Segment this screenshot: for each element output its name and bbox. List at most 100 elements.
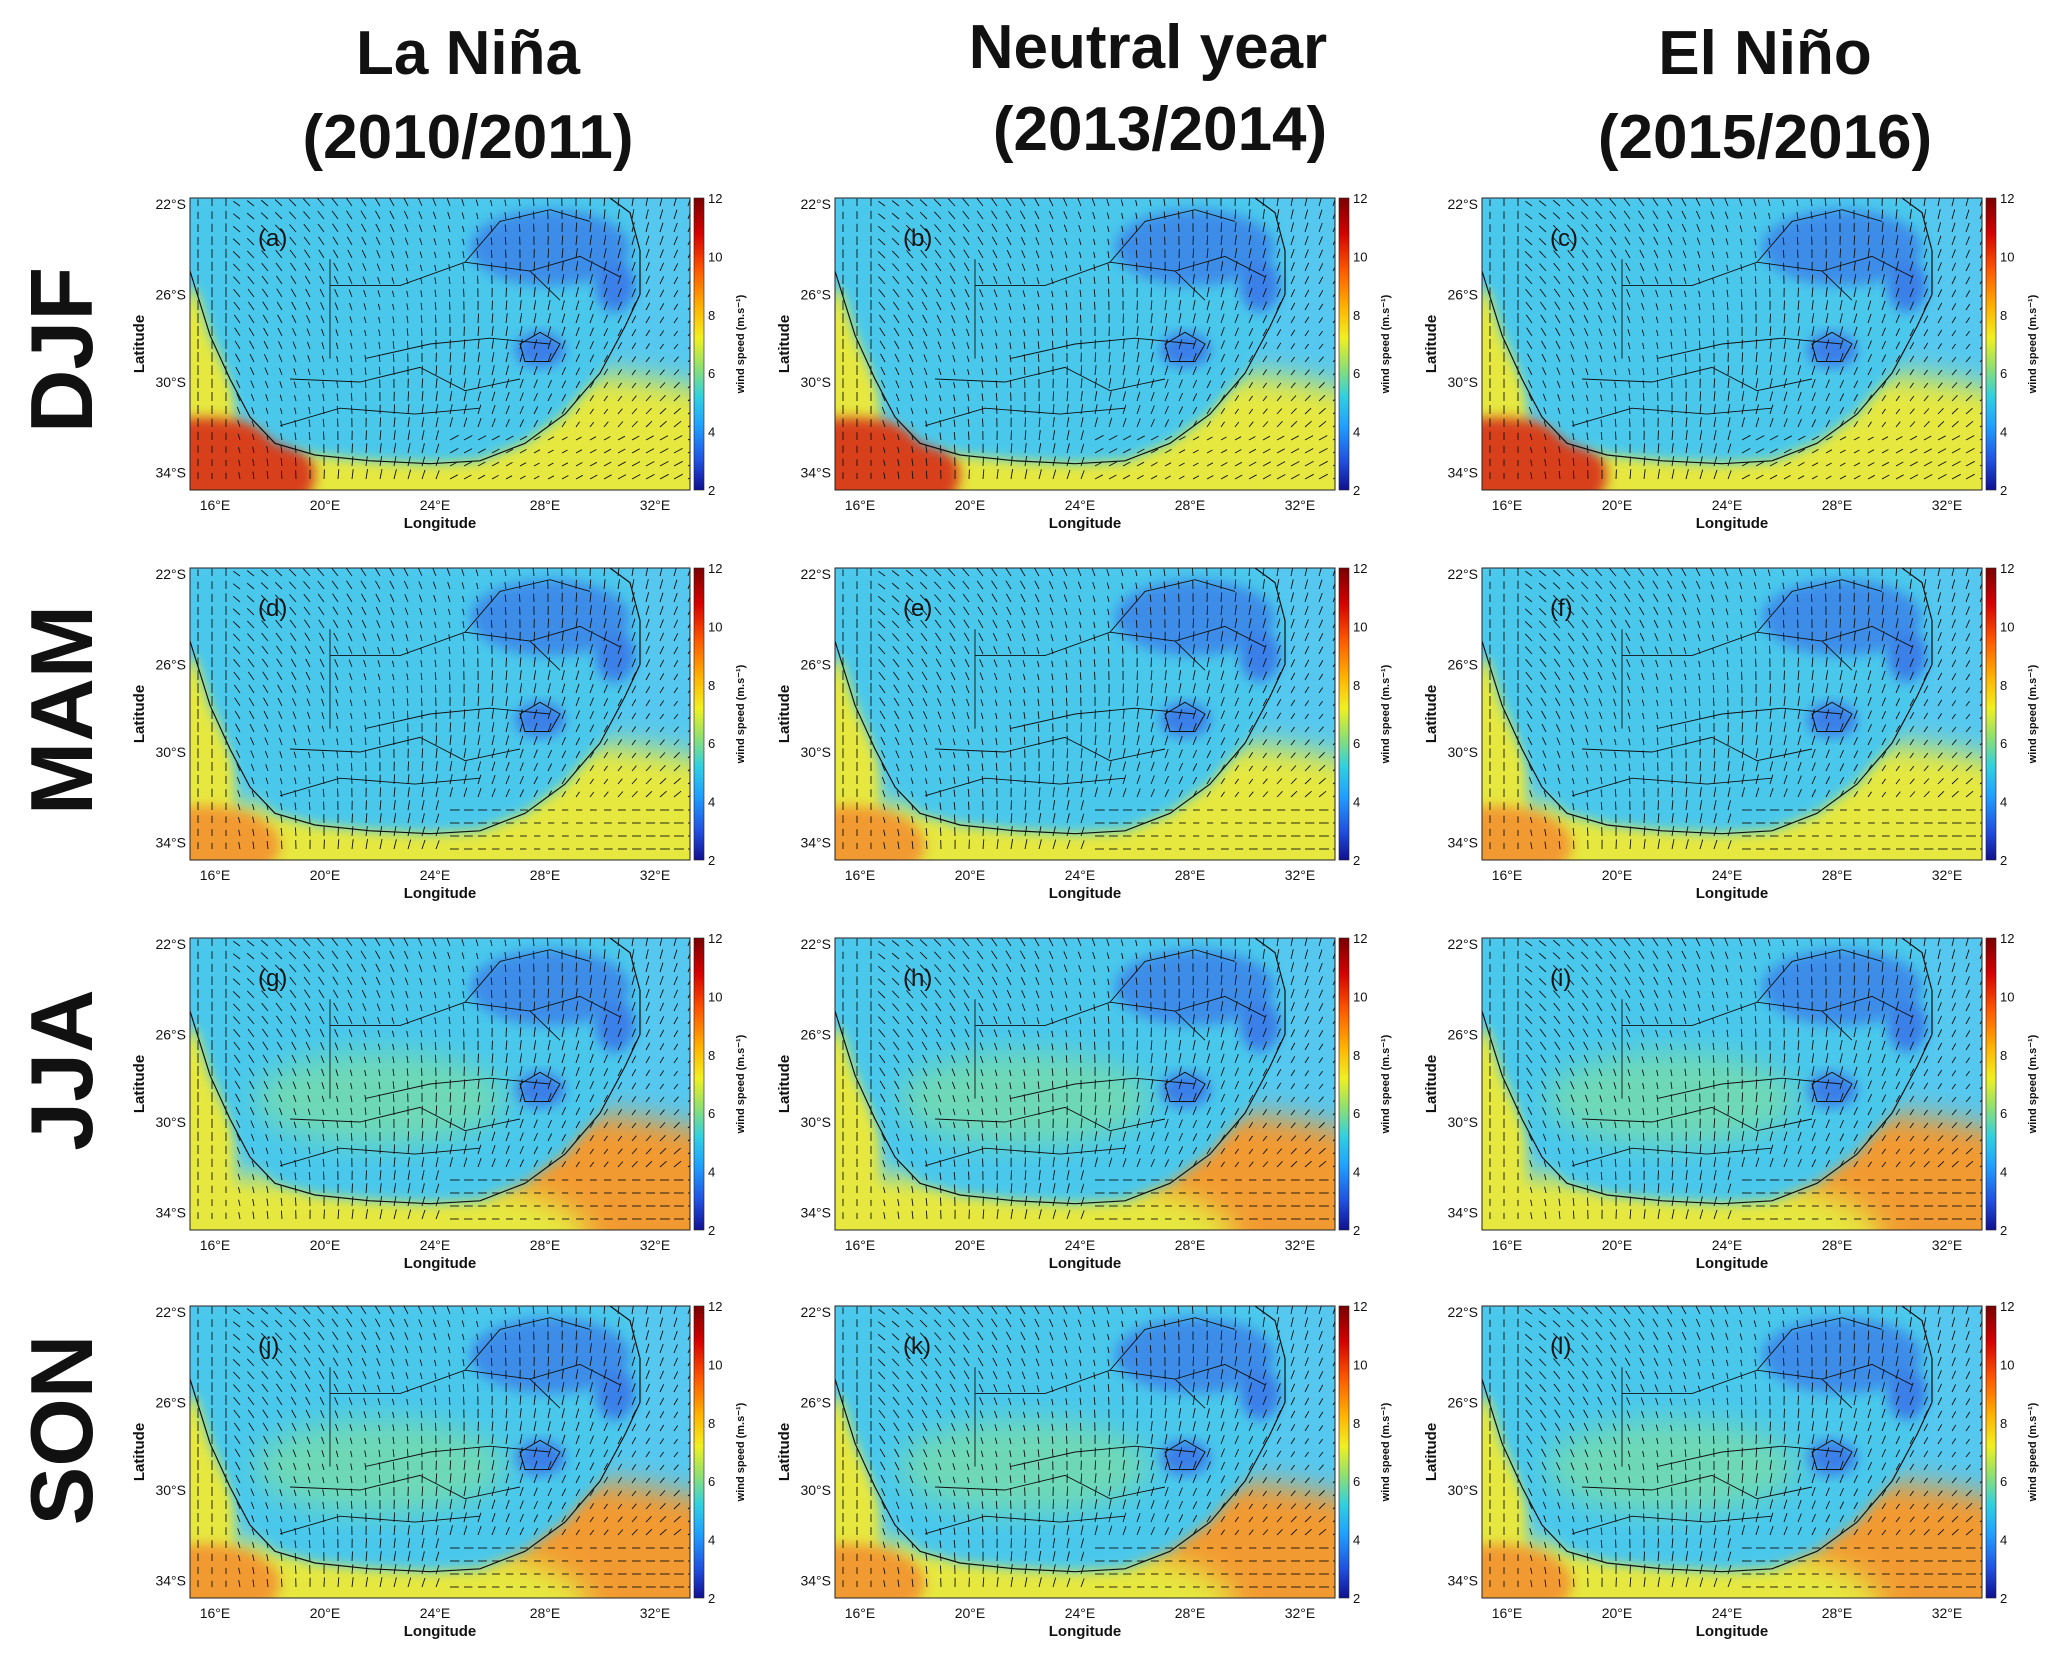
province-border xyxy=(934,1474,1166,1500)
southwest-jet xyxy=(835,1543,925,1598)
colorbar-tick: 12 xyxy=(708,561,722,576)
x-tick-label: 32°E xyxy=(640,1237,671,1253)
y-tick-label: 26°S xyxy=(155,1026,186,1042)
province-border xyxy=(289,366,521,392)
colorbar-tick: 8 xyxy=(1353,1416,1360,1431)
province-border xyxy=(1009,707,1196,730)
y-tick-label: 34°S xyxy=(155,1204,186,1220)
province-border xyxy=(924,407,1126,427)
province-border xyxy=(1656,1445,1843,1468)
colorbar-tick: 2 xyxy=(2000,483,2007,498)
y-tick-label: 34°S xyxy=(155,464,186,480)
province-border xyxy=(1174,1363,1266,1386)
province-border xyxy=(279,777,481,797)
colorbar-tick: 12 xyxy=(708,931,722,946)
southwest-jet xyxy=(1482,1543,1572,1598)
wind-vectors xyxy=(197,568,690,850)
y-axis-label: Latitude xyxy=(1423,1423,1440,1481)
lesotho-border xyxy=(1164,701,1206,732)
colorbar xyxy=(1338,567,1350,861)
colorbar-label: wind speed (m.s⁻¹) xyxy=(735,1402,747,1502)
y-tick-label: 30°S xyxy=(800,1482,831,1498)
row-labels: DJF MAM JJA SON xyxy=(12,267,111,1525)
colorbar-tick: 12 xyxy=(2000,191,2014,206)
x-axis-label: Longitude xyxy=(404,1623,476,1640)
province-border xyxy=(1821,625,1913,648)
province-border xyxy=(529,255,621,278)
province-border xyxy=(364,1077,551,1100)
x-tick-label: 24°E xyxy=(1712,1237,1743,1253)
low-wind-lesotho xyxy=(515,1072,565,1108)
y-tick-label: 30°S xyxy=(1447,744,1478,760)
province-border xyxy=(1656,337,1843,360)
colorbar-tick: 12 xyxy=(1353,561,1367,576)
province-border xyxy=(289,736,521,762)
province-border xyxy=(1821,995,1913,1018)
colorbar-tick: 12 xyxy=(1353,1299,1367,1314)
colorbar xyxy=(693,197,705,491)
map-panel: (f) 22°S 26°S 30°S 34°S Latitude 16°E 20°E 24°E 2… xyxy=(1423,561,2039,902)
y-tick-label: 26°S xyxy=(155,656,186,672)
colorbar-tick: 6 xyxy=(708,366,715,381)
colorbar-tick: 8 xyxy=(708,1048,715,1063)
colorbar-tick: 2 xyxy=(1353,1591,1360,1606)
coastline xyxy=(835,568,1286,835)
x-tick-label: 16°E xyxy=(845,1605,876,1621)
x-axis-label: Longitude xyxy=(1049,1623,1121,1640)
x-tick-label: 20°E xyxy=(310,497,341,513)
y-tick-label: 30°S xyxy=(155,744,186,760)
colorbar-tick: 6 xyxy=(2000,1474,2007,1489)
low-wind-east xyxy=(1887,259,1927,312)
colorbar-tick: 8 xyxy=(708,678,715,693)
province-border xyxy=(934,366,1166,392)
colorbar-tick: 6 xyxy=(2000,1106,2007,1121)
colorbar-tick: 10 xyxy=(708,619,722,634)
x-tick-label: 20°E xyxy=(310,1605,341,1621)
colorbar-tick: 8 xyxy=(2000,1416,2007,1431)
x-tick-label: 16°E xyxy=(1492,497,1523,513)
low-wind-east xyxy=(595,629,635,682)
y-tick-label: 34°S xyxy=(800,834,831,850)
low-wind-lesotho xyxy=(1160,1072,1210,1108)
province-border xyxy=(1174,625,1266,648)
y-tick-label: 30°S xyxy=(800,744,831,760)
colorbar-tick: 12 xyxy=(2000,1299,2014,1314)
panel-label: (j) xyxy=(258,1333,279,1360)
panel-label: (d) xyxy=(258,595,287,622)
low-wind-east xyxy=(1240,259,1280,312)
colorbar-tick: 4 xyxy=(2000,425,2007,440)
southwest-jet xyxy=(1482,805,1572,860)
province-border xyxy=(924,1515,1126,1535)
x-tick-label: 32°E xyxy=(1285,867,1316,883)
x-tick-label: 16°E xyxy=(200,1605,231,1621)
y-tick-label: 22°S xyxy=(800,936,831,952)
colorbar-tick: 8 xyxy=(2000,678,2007,693)
x-tick-label: 16°E xyxy=(200,497,231,513)
colorbar-tick: 4 xyxy=(2000,795,2007,810)
colorbar-label: wind speed (m.s⁻¹) xyxy=(735,294,747,394)
lesotho-border xyxy=(1811,701,1853,732)
panel-frame xyxy=(189,937,691,1231)
colorbar-tick: 8 xyxy=(708,308,715,323)
wind-vectors xyxy=(842,198,1335,480)
colorbar-tick: 4 xyxy=(1353,1533,1360,1548)
province-border xyxy=(289,1474,521,1500)
wind-vectors xyxy=(1489,1306,1982,1588)
province-border xyxy=(1656,1077,1843,1100)
y-tick-label: 34°S xyxy=(800,464,831,480)
x-tick-label: 20°E xyxy=(955,867,986,883)
low-wind-lesotho xyxy=(1807,702,1857,738)
colorbar-tick: 10 xyxy=(1353,1357,1367,1372)
map-panel: (l) 22°S 26°S 30°S 34°S Latitude 16°E 20°E 24°E 2… xyxy=(1423,1299,2039,1640)
province-border xyxy=(1571,407,1773,427)
low-wind-east xyxy=(1240,999,1280,1052)
colorbar-label: wind speed (m.s⁻¹) xyxy=(1380,664,1392,764)
y-tick-label: 26°S xyxy=(800,656,831,672)
y-tick-label: 22°S xyxy=(800,196,831,212)
y-tick-label: 26°S xyxy=(1447,1026,1478,1042)
colorbar xyxy=(693,937,705,1231)
y-tick-label: 26°S xyxy=(800,1394,831,1410)
row-label-jja: JJA xyxy=(12,989,111,1150)
wind-vectors xyxy=(842,938,1335,1220)
y-tick-label: 30°S xyxy=(155,374,186,390)
